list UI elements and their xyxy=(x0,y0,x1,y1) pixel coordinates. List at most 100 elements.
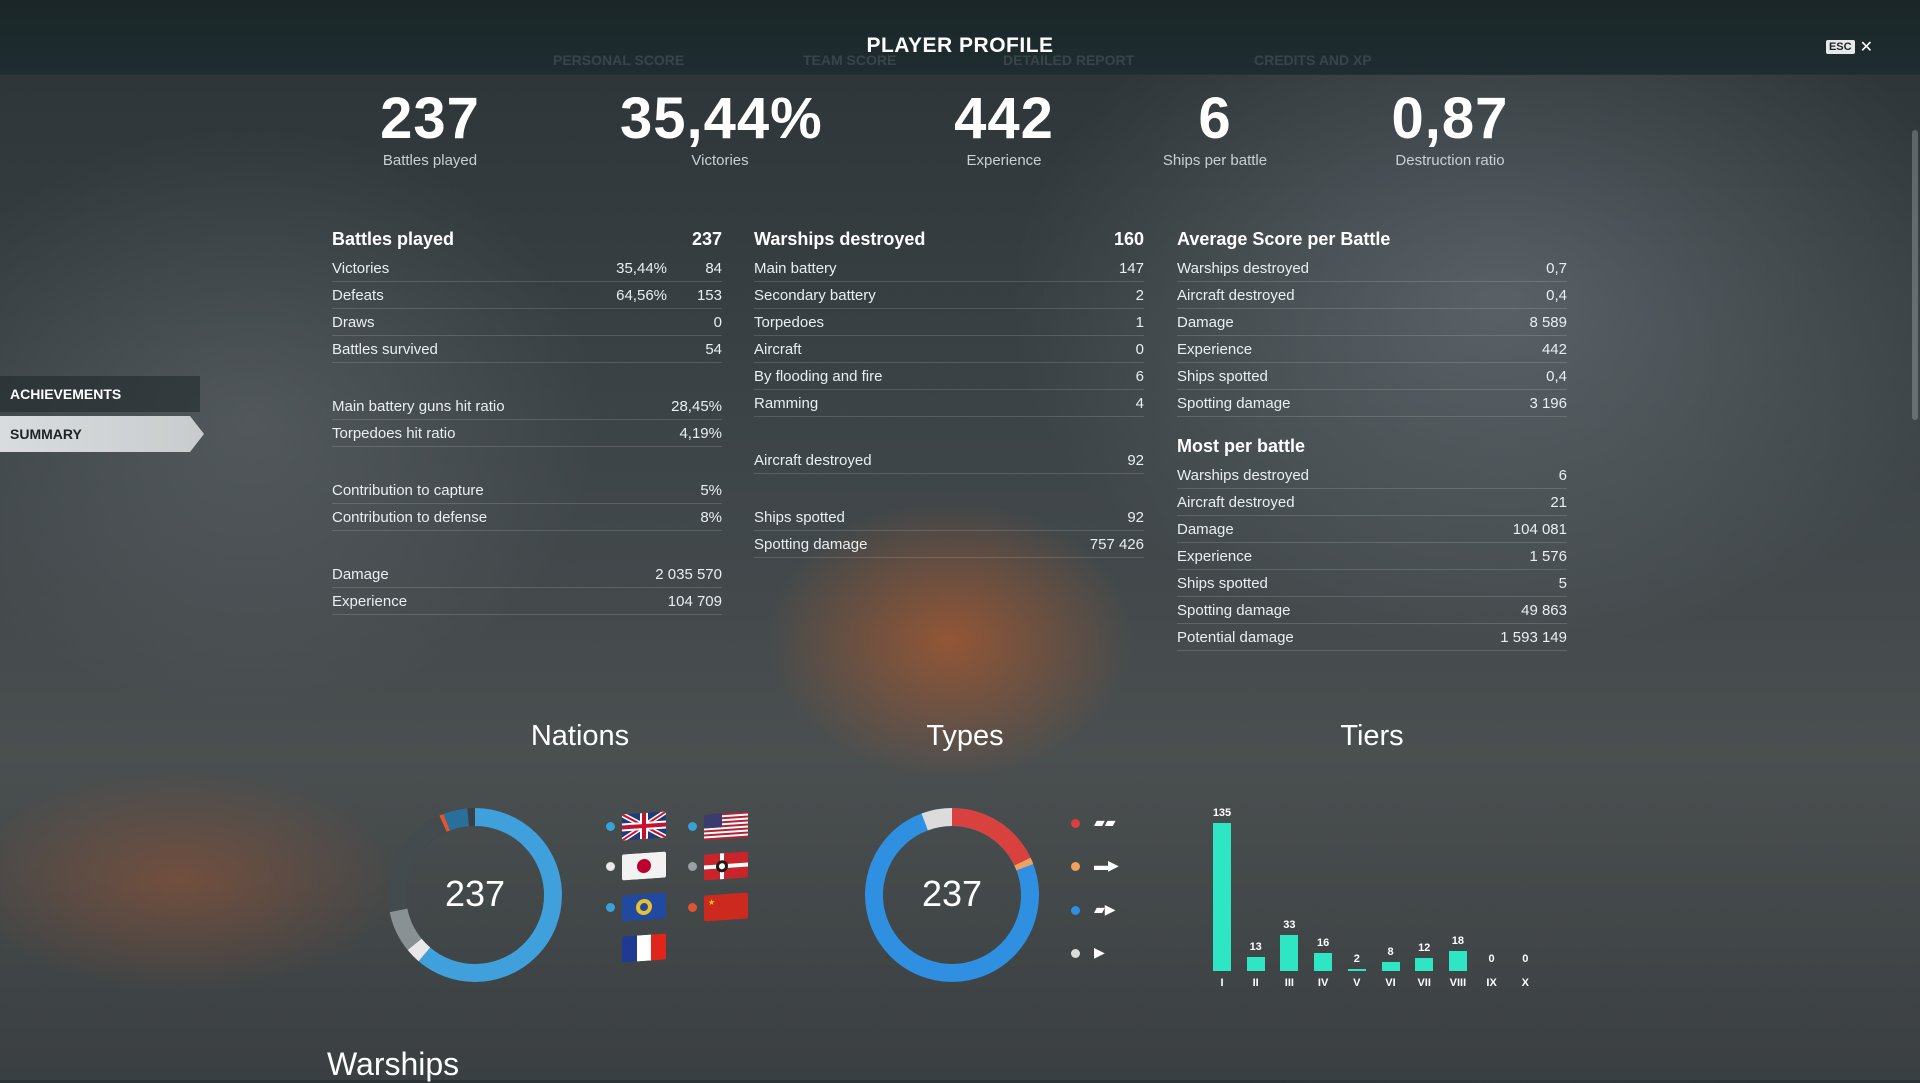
battleship-icon: ▬▶ xyxy=(1094,857,1119,873)
tier-label: X xyxy=(1521,977,1529,989)
stat-label: Contribution to defense xyxy=(332,509,488,526)
stat-row: Ships spotted 5 xyxy=(1177,571,1567,597)
stat-row: Aircraft destroyed 21 xyxy=(1177,490,1567,516)
stat-row: Secondary battery 2 xyxy=(754,283,1144,309)
warships-destroyed-column: Warships destroyed 160 Main battery 147 S… xyxy=(754,227,1144,559)
stat-row: Main battery guns hit ratio 28,45% xyxy=(332,394,722,420)
ussr-flag-icon: ★ xyxy=(704,892,748,922)
summary-value: 6 xyxy=(1198,86,1232,151)
summary-value: 35,44% xyxy=(620,86,823,151)
summary-victories: 35,44% Victories xyxy=(620,86,823,170)
tab-team-score: TEAM SCORE xyxy=(803,52,897,68)
column-total: 160 xyxy=(1113,229,1144,249)
stat-row: Damage 104 081 xyxy=(1177,517,1567,543)
stat-value: 92 xyxy=(1127,452,1144,469)
close-button[interactable]: ESC ✕ xyxy=(1825,37,1873,57)
stat-row: Main battery 147 xyxy=(754,256,1144,282)
stat-value: 153 xyxy=(696,287,722,304)
legend-dot xyxy=(606,903,615,912)
scrollbar[interactable] xyxy=(1912,130,1918,420)
summary-label: Ships per battle xyxy=(1162,152,1268,169)
stat-label: Battles survived xyxy=(332,341,438,358)
stat-row: Aircraft 0 xyxy=(754,337,1144,363)
stat-value: 0,4 xyxy=(1546,368,1567,385)
tier-bar xyxy=(1246,956,1265,971)
stat-label: Ships spotted xyxy=(1177,575,1268,592)
stat-label: Main battery xyxy=(754,260,837,277)
tier-bar-value: 16 xyxy=(1316,937,1330,950)
stat-label: Experience xyxy=(1177,341,1253,358)
stat-label: Defeats xyxy=(332,287,384,304)
tier-bar xyxy=(1347,968,1366,971)
destroyer-icon: ▶ xyxy=(1094,944,1105,960)
tier-bar-value: 135 xyxy=(1212,807,1232,819)
stat-value: 8 589 xyxy=(1529,314,1567,331)
legend-dot xyxy=(688,903,697,912)
stat-value: 6 xyxy=(1558,467,1567,484)
stat-label: Ships spotted xyxy=(1177,368,1268,385)
stat-label: Torpedoes hit ratio xyxy=(332,425,456,442)
stat-row: Ships spotted 0,4 xyxy=(1177,364,1567,390)
summary-value: 237 xyxy=(380,86,480,151)
nations-donut-chart xyxy=(388,808,562,982)
stat-value: 3 196 xyxy=(1529,395,1567,412)
sidebar-item-achievements[interactable]: ACHIEVEMENTS xyxy=(0,376,200,412)
stat-row: Ramming 4 xyxy=(754,391,1144,417)
svg-text:★: ★ xyxy=(708,898,715,907)
stat-value: 104 081 xyxy=(1512,521,1567,538)
tier-bar xyxy=(1448,951,1467,971)
stat-value: 5% xyxy=(700,482,722,499)
france-flag-icon xyxy=(622,933,666,963)
stat-value: 92 xyxy=(1127,509,1144,526)
tab-credits-xp: CREDITS AND XP xyxy=(1254,52,1372,68)
tier-bar-value: 8 xyxy=(1387,946,1394,959)
column-title: Average Score per Battle xyxy=(1177,229,1391,249)
stat-value: 1 xyxy=(1135,314,1144,331)
tier-label: V xyxy=(1353,977,1361,989)
nations-total: 237 xyxy=(444,873,506,914)
stat-row: Victories 35,44% 84 xyxy=(332,256,722,282)
column-title: Most per battle xyxy=(1177,436,1306,456)
cruiser-icon: ▰▶ xyxy=(1094,901,1116,917)
stat-label: Draws xyxy=(332,314,375,331)
nations-title: Nations xyxy=(530,720,630,752)
stat-row: Potential damage 1 593 149 xyxy=(1177,625,1567,651)
tier-bar-value: 2 xyxy=(1353,952,1360,965)
stat-value: 0,7 xyxy=(1546,260,1567,277)
tier-bar-value: 18 xyxy=(1451,935,1465,948)
stat-row: Experience 104 709 xyxy=(332,589,722,615)
sidebar-item-summary[interactable]: SUMMARY xyxy=(0,416,204,452)
legend-dot xyxy=(1071,862,1080,871)
stat-label: Damage xyxy=(1177,314,1234,331)
stat-value: 0,4 xyxy=(1546,287,1567,304)
uk-flag-icon xyxy=(622,811,666,841)
tier-label: VIII xyxy=(1449,977,1467,989)
stat-label: Ramming xyxy=(754,395,819,412)
esc-key-icon: ESC xyxy=(1825,40,1855,54)
stat-row: Damage 2 035 570 xyxy=(332,562,722,588)
stat-value: 2 xyxy=(1135,287,1144,304)
legend-dot xyxy=(606,822,615,831)
stat-value: 442 xyxy=(1541,341,1567,358)
types-segment-destroyer xyxy=(865,808,1039,982)
stat-value: 757 426 xyxy=(1089,536,1144,553)
stat-row: Torpedoes 1 xyxy=(754,310,1144,336)
stat-value: 49 863 xyxy=(1521,602,1567,619)
battles-column: Battles played 237 Victories 35,44% 84 Def… xyxy=(332,227,722,616)
stat-label: Main battery guns hit ratio xyxy=(332,398,505,415)
stat-label: Spotting damage xyxy=(1177,395,1291,412)
summary-ships-per-battle: 6 Ships per battle xyxy=(1140,86,1290,170)
tiers-bar-chart: 135 I 13 II 33 III 16 IV 2 V 8 VI 12 VII 18 VIII 0 IX 0 X xyxy=(1200,800,1560,1000)
tier-bar xyxy=(1381,962,1400,971)
warships-section-title: Warships xyxy=(327,1046,460,1082)
stat-label: Warships destroyed xyxy=(1177,260,1309,277)
close-icon[interactable]: ✕ xyxy=(1859,39,1873,56)
stat-row: Spotting damage 3 196 xyxy=(1177,391,1567,417)
summary-label: Victories xyxy=(691,152,749,169)
stat-row: By flooding and fire 6 xyxy=(754,364,1144,390)
pan-asia-flag-icon xyxy=(622,892,666,922)
tier-label: III xyxy=(1284,977,1294,989)
stat-label: Spotting damage xyxy=(754,536,868,553)
legend-dot xyxy=(1071,906,1080,915)
tier-bar-value: 0 xyxy=(1522,953,1529,965)
